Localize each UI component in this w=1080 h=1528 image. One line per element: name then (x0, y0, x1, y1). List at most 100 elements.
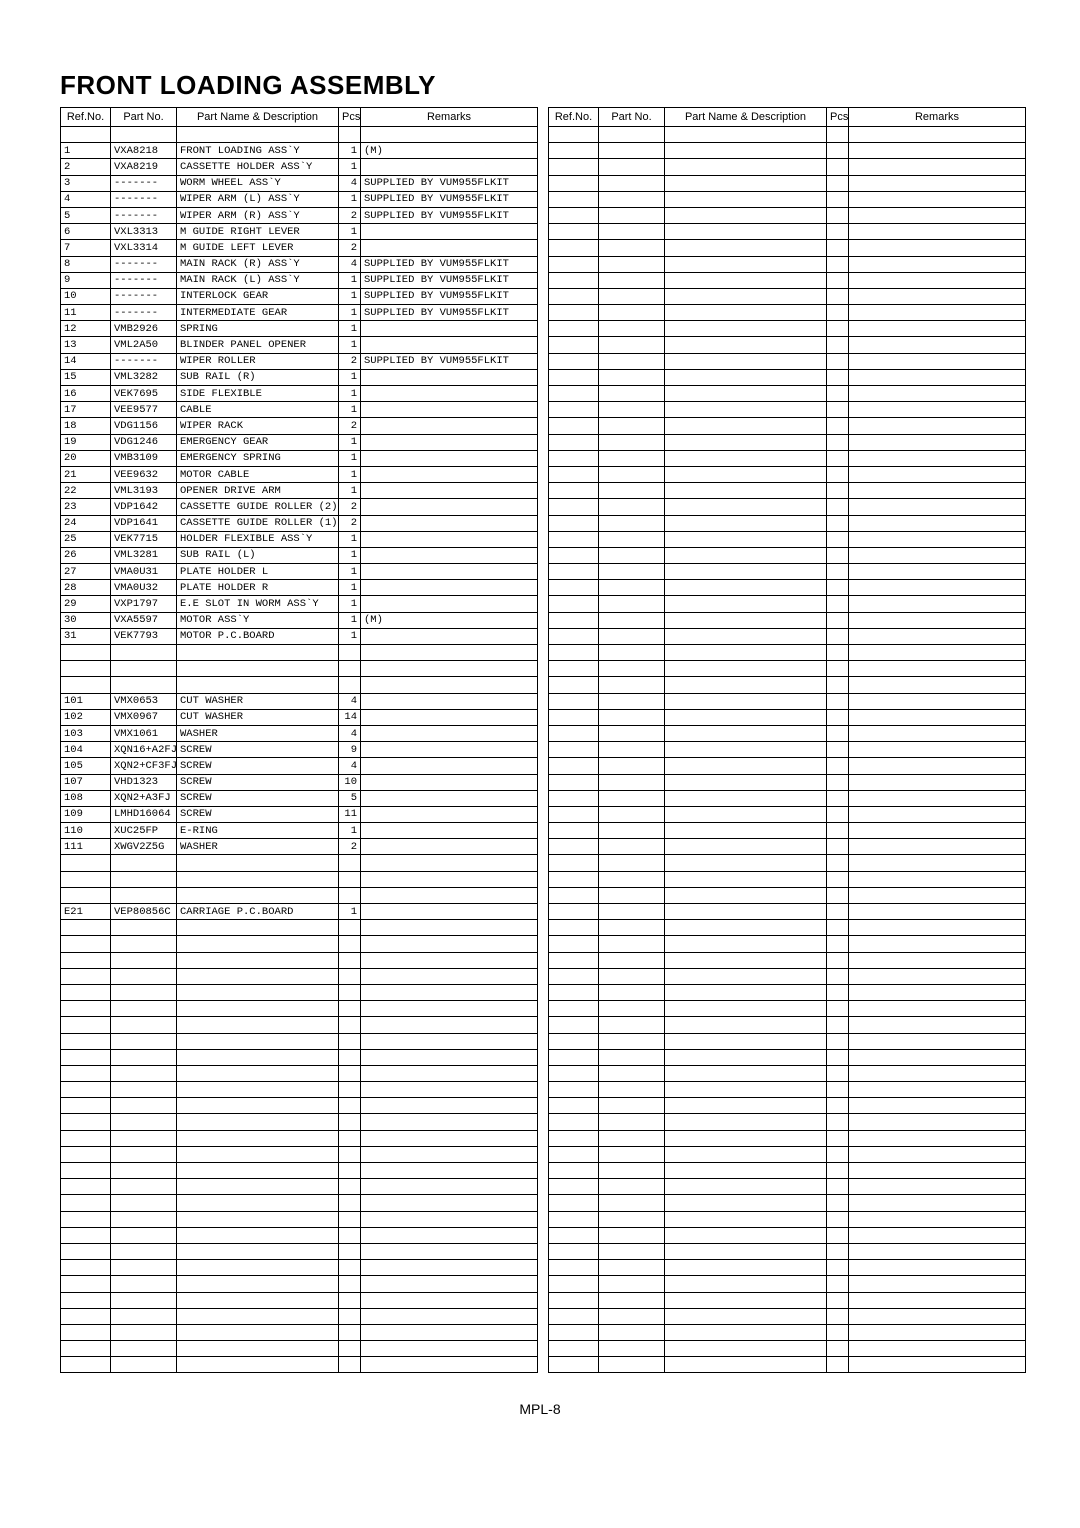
cell-part (599, 823, 665, 839)
table-row (61, 1049, 538, 1065)
cell-rem (849, 628, 1026, 644)
cell-ref: 18 (61, 418, 111, 434)
cell-rem (849, 709, 1026, 725)
cell-rem (361, 839, 538, 855)
cell-part (599, 887, 665, 903)
cell-part (111, 127, 177, 143)
cell-desc (177, 677, 339, 693)
cell-part: VMA0U31 (111, 564, 177, 580)
cell-ref: 2 (61, 159, 111, 175)
cell-desc (665, 1001, 827, 1017)
cell-pcs (339, 1211, 361, 1227)
cell-ref (549, 337, 599, 353)
parts-table-right: Ref.No. Part No. Part Name & Description… (548, 107, 1026, 1373)
cell-desc (665, 790, 827, 806)
cell-rem (849, 321, 1026, 337)
cell-part: VML2A50 (111, 337, 177, 353)
cell-pcs: 1 (339, 337, 361, 353)
cell-pcs (827, 224, 849, 240)
table-row: 102VMX0967CUT WASHER14 (61, 709, 538, 725)
cell-desc (177, 1227, 339, 1243)
cell-pcs: 10 (339, 774, 361, 790)
cell-rem (849, 1324, 1026, 1340)
cell-ref (549, 936, 599, 952)
cell-rem (849, 1357, 1026, 1373)
cell-ref: 104 (61, 742, 111, 758)
cell-desc: CASSETTE HOLDER ASS`Y (177, 159, 339, 175)
cell-ref (549, 1195, 599, 1211)
cell-part (599, 564, 665, 580)
table-row (549, 224, 1026, 240)
cell-desc (665, 968, 827, 984)
cell-part (599, 1243, 665, 1259)
cell-ref (61, 1082, 111, 1098)
cell-desc: MAIN RACK (R) ASS`Y (177, 256, 339, 272)
cell-pcs (827, 1292, 849, 1308)
cell-rem (361, 1260, 538, 1276)
cell-desc (665, 1033, 827, 1049)
cell-ref (61, 1098, 111, 1114)
cell-rem (361, 499, 538, 515)
cell-rem (361, 645, 538, 661)
cell-part (111, 661, 177, 677)
cell-pcs: 11 (339, 806, 361, 822)
table-row (549, 1243, 1026, 1259)
cell-desc (665, 1082, 827, 1098)
table-row (549, 871, 1026, 887)
table-row (549, 580, 1026, 596)
cell-desc (665, 1098, 827, 1114)
cell-desc (177, 984, 339, 1000)
cell-pcs (827, 1146, 849, 1162)
table-row (549, 337, 1026, 353)
cell-desc (177, 1276, 339, 1292)
cell-pcs (827, 612, 849, 628)
cell-part (599, 1065, 665, 1081)
table-row (61, 1292, 538, 1308)
cell-ref: 14 (61, 353, 111, 369)
cell-rem: SUPPLIED BY VUM955FLKIT (361, 207, 538, 223)
cell-ref (549, 887, 599, 903)
cell-part: VDG1246 (111, 434, 177, 450)
cell-ref (549, 402, 599, 418)
cell-desc (665, 806, 827, 822)
cell-rem (361, 1195, 538, 1211)
table-row: 23VDP1642CASSETTE GUIDE ROLLER (2)2 (61, 499, 538, 515)
table-row (549, 1211, 1026, 1227)
cell-pcs (339, 1130, 361, 1146)
cell-rem (849, 1114, 1026, 1130)
cell-part (599, 515, 665, 531)
cell-ref (549, 1227, 599, 1243)
cell-desc (665, 1065, 827, 1081)
cell-ref (549, 1017, 599, 1033)
cell-part (599, 450, 665, 466)
cell-part: XQN2+CF3FJ (111, 758, 177, 774)
table-row: 22VML3193OPENER DRIVE ARM1 (61, 483, 538, 499)
cell-ref (549, 693, 599, 709)
cell-desc (177, 645, 339, 661)
cell-pcs (339, 1357, 361, 1373)
cell-pcs (339, 952, 361, 968)
cell-ref: 28 (61, 580, 111, 596)
cell-rem (361, 1324, 538, 1340)
cell-pcs: 4 (339, 693, 361, 709)
cell-pcs (827, 855, 849, 871)
table-row: 20VMB3109EMERGENCY SPRING1 (61, 450, 538, 466)
table-row (549, 1114, 1026, 1130)
cell-part (599, 806, 665, 822)
cell-pcs (339, 1082, 361, 1098)
cell-pcs: 1 (339, 466, 361, 482)
cell-pcs: 1 (339, 159, 361, 175)
cell-desc (665, 321, 827, 337)
cell-ref: 10 (61, 288, 111, 304)
cell-rem (849, 1033, 1026, 1049)
cell-rem (849, 1276, 1026, 1292)
cell-ref (61, 1292, 111, 1308)
cell-ref (61, 1065, 111, 1081)
cell-ref (61, 1211, 111, 1227)
table-row (549, 321, 1026, 337)
cell-desc: PLATE HOLDER R (177, 580, 339, 596)
header-row: Ref.No. Part No. Part Name & Description… (61, 108, 538, 127)
cell-rem (361, 580, 538, 596)
cell-pcs (827, 499, 849, 515)
cell-pcs: 1 (339, 628, 361, 644)
